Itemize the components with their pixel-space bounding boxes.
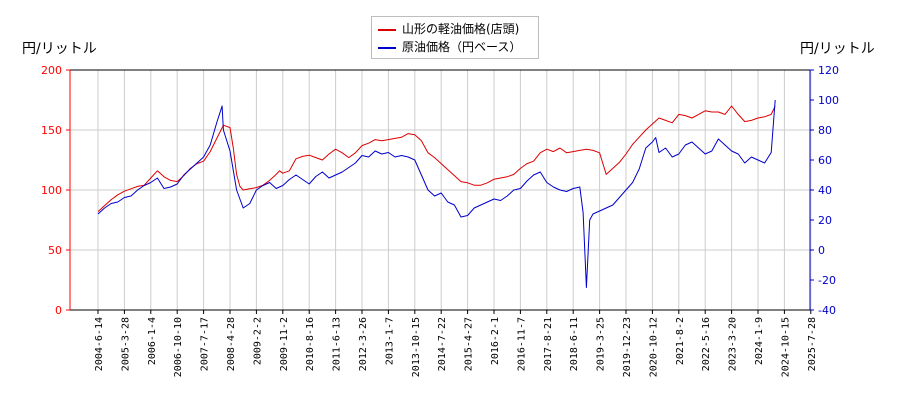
x-tick-label: 2005-3-28 xyxy=(120,317,131,371)
x-tick-label: 2017-8-21 xyxy=(543,317,554,371)
x-tick-label: 2006-1-4 xyxy=(147,317,158,365)
x-tick-label: 2018-6-11 xyxy=(569,317,580,371)
left-tick-label: 150 xyxy=(41,124,62,137)
x-tick-label: 2007-7-17 xyxy=(200,317,211,371)
grid xyxy=(70,69,812,311)
right-tick-label: -40 xyxy=(818,304,836,317)
left-tick-label: 200 xyxy=(41,64,62,77)
legend-label-retail: 山形の軽油価格(店頭) xyxy=(402,22,520,36)
x-tick-label: 2008-4-28 xyxy=(226,317,237,371)
axes: 0 50 100 150 200 -40 -20 0 20 40 60 80 100 120 2004-6-… xyxy=(41,64,839,377)
right-tick-label: 0 xyxy=(818,244,825,257)
x-tick-label: 2009-2-2 xyxy=(252,317,263,365)
x-tick-label: 2010-8-16 xyxy=(305,317,316,371)
x-tick-label: 2016-2-1 xyxy=(490,317,501,365)
x-tick-label: 2013-1-7 xyxy=(384,317,395,365)
series-line-retail-diesel xyxy=(97,105,776,212)
x-tick-label: 2014-7-22 xyxy=(437,317,448,371)
x-tick-label: 2019-12-23 xyxy=(622,317,633,377)
right-tick-label: 120 xyxy=(818,64,839,77)
left-tick-label: 100 xyxy=(41,184,62,197)
x-tick-label: 2015-4-27 xyxy=(464,317,475,371)
right-tick-label: 100 xyxy=(818,94,839,107)
x-tick-label: 2022-5-16 xyxy=(701,317,712,371)
x-tick-label: 2024-1-9 xyxy=(754,317,765,365)
x-tick-label: 2020-10-12 xyxy=(648,317,659,377)
x-tick-label: 2019-3-25 xyxy=(596,317,607,371)
legend-item-crude: 原油価格（円ベース） xyxy=(378,38,521,56)
x-tick-label: 2006-10-10 xyxy=(173,317,184,377)
right-tick-label: 20 xyxy=(818,214,832,227)
x-tick-label: 2011-6-13 xyxy=(332,317,343,371)
series-layer xyxy=(97,99,776,288)
x-tick-label: 2004-6-14 xyxy=(94,317,105,371)
left-axis-unit: 円/リットル xyxy=(22,41,97,57)
x-tick-label: 2013-10-15 xyxy=(411,317,422,377)
right-axis-unit: 円/リットル xyxy=(800,41,875,57)
legend-swatch-crude xyxy=(378,46,396,49)
right-tick-label: 40 xyxy=(818,184,832,197)
x-tick-label: 2023-3-20 xyxy=(728,317,739,371)
legend-swatch-retail xyxy=(378,28,396,31)
x-tick-label: 2021-8-2 xyxy=(675,317,686,365)
legend: 山形の軽油価格(店頭) 原油価格（円ベース） xyxy=(371,16,539,59)
x-tick-label: 2009-11-2 xyxy=(279,317,290,371)
x-tick-label: 2025-7-28 xyxy=(807,317,818,371)
legend-label-crude: 原油価格（円ベース） xyxy=(402,40,522,54)
right-tick-label: 60 xyxy=(818,154,832,167)
x-tick-label: 2016-11-7 xyxy=(516,317,527,371)
x-tick-label: 2024-10-15 xyxy=(780,317,791,377)
series-line-crude-oil xyxy=(97,99,776,288)
legend-item-retail: 山形の軽油価格(店頭) xyxy=(378,20,519,38)
left-tick-label: 50 xyxy=(48,244,62,257)
right-tick-label: 80 xyxy=(818,124,832,137)
left-tick-label: 0 xyxy=(55,304,62,317)
right-tick-label: -20 xyxy=(818,274,836,287)
x-tick-label: 2012-3-26 xyxy=(358,317,369,371)
